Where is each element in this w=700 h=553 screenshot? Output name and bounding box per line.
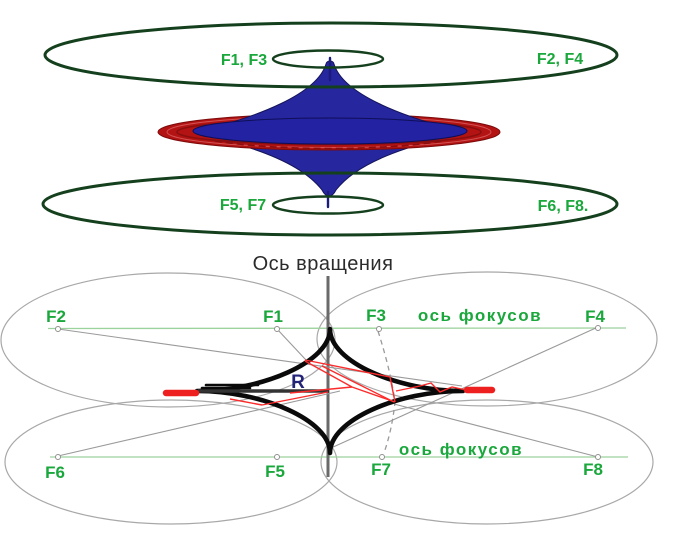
label-f5-f7: F5, F7 (220, 197, 266, 214)
red-torus-front-hatch (214, 140, 444, 150)
focus-marker-f3 (376, 326, 382, 332)
focus-marker-f5 (274, 454, 280, 460)
ray-from-f2 (57, 328, 463, 387)
focal-ring-bottom-large (41, 171, 619, 237)
astroid-curve (194, 326, 466, 456)
bottom-figure: Ось вращения F1 F2 F3 F4 F5 F6 F7 F8 ось… (0, 253, 658, 525)
focus-marker-f1 (274, 326, 280, 332)
label-f1: F1 (263, 307, 283, 326)
label-f2: F2 (46, 307, 66, 326)
label-f1-f3: F1, F3 (221, 52, 267, 69)
label-f6: F6 (45, 463, 65, 482)
foci-axis-line-top (47, 327, 627, 330)
ellipse-bottom-right (320, 399, 654, 525)
focus-marker-f4 (595, 325, 601, 331)
focal-ring-top-large (43, 21, 619, 89)
focal-ring-bottom-small (271, 195, 385, 215)
label-f6-f8: F6, F8. (538, 198, 589, 215)
label-f2-f4: F2, F4 (537, 51, 583, 68)
ray-from-f8 (393, 403, 599, 458)
spindle-equator-lens (192, 117, 468, 145)
foci-axis-label-bottom: ось фокусов (399, 440, 523, 459)
red-ray-bundle (229, 359, 467, 406)
label-f4: F4 (585, 307, 605, 326)
top-figure: F1, F3 F2, F4 F5, F7 F6, F8. (41, 21, 619, 237)
label-f5: F5 (265, 462, 285, 481)
label-f3: F3 (366, 306, 386, 325)
ray-from-f4 (330, 326, 599, 449)
focus-marker-f6 (55, 454, 61, 460)
foci-axis-label-top: ось фокусов (418, 306, 542, 325)
radius-label: R (291, 372, 305, 393)
ellipse-bottom-left (4, 399, 338, 525)
focus-marker-f7 (379, 454, 385, 460)
focus-marker-f2 (55, 326, 61, 332)
label-f7: F7 (371, 460, 391, 479)
rotation-axis-title: Ось вращения (253, 253, 394, 275)
ray-from-f6 (57, 390, 341, 457)
ellipse-top-left (0, 272, 336, 408)
ray-from-f1 (276, 328, 307, 361)
focal-ring-top-small (271, 49, 385, 69)
focus-marker-f8 (595, 454, 601, 460)
label-f8: F8 (583, 460, 603, 479)
ellipse-top-right (316, 271, 658, 407)
